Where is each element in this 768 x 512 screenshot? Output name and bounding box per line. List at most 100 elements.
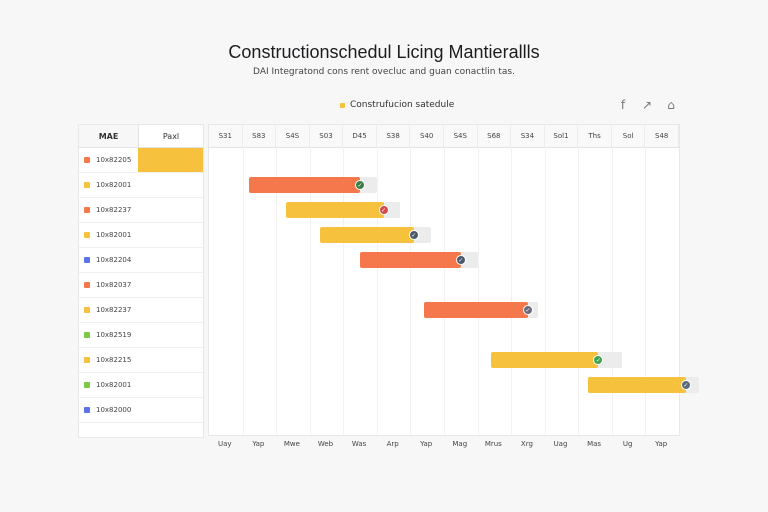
row-status-dot xyxy=(84,357,90,363)
table-row[interactable]: 10x82205 xyxy=(79,148,203,173)
row-id-cell: 10x82237 xyxy=(79,206,138,214)
share-icon[interactable]: ↗ xyxy=(641,98,653,112)
row-id-cell: 10x82204 xyxy=(79,256,138,264)
row-status-dot xyxy=(84,207,90,213)
row-status-dot xyxy=(84,232,90,238)
milestone-icon[interactable]: ✓ xyxy=(680,380,691,390)
row-progress-cell xyxy=(138,248,203,272)
gantt-bar[interactable] xyxy=(249,177,361,193)
row-status-dot xyxy=(84,407,90,413)
row-progress-cell xyxy=(138,173,203,197)
timeline-column-header[interactable]: S48 xyxy=(645,125,679,147)
row-progress-cell xyxy=(138,148,203,172)
milestone-icon[interactable]: ✓ xyxy=(522,305,533,315)
row-id-label: 10x82204 xyxy=(96,256,132,264)
table-row[interactable]: 10x82001 xyxy=(79,223,203,248)
axis-tick-label: Mag xyxy=(452,440,468,448)
axis-tick-label: Ug xyxy=(622,440,633,448)
gantt-bar[interactable] xyxy=(319,227,414,243)
table-row[interactable]: 10x82037 xyxy=(79,273,203,298)
milestone-icon[interactable]: ✓ xyxy=(355,180,366,190)
timeline-column-header[interactable]: S03 xyxy=(310,125,344,147)
row-status-dot xyxy=(84,157,90,163)
table-row[interactable]: 10x82237 xyxy=(79,298,203,323)
column-header-mae[interactable]: MAE xyxy=(79,125,139,147)
row-id-label: 10x82519 xyxy=(96,331,132,339)
grid-line xyxy=(242,147,244,435)
row-progress-cell xyxy=(138,223,203,247)
row-id-cell: 10x82001 xyxy=(79,181,138,189)
timeline-column-header[interactable]: S31 xyxy=(209,125,243,147)
table-row[interactable]: 10x82001 xyxy=(79,173,203,198)
table-row[interactable]: 10x82519 xyxy=(79,323,203,348)
row-id-cell: 10x82237 xyxy=(79,306,138,314)
axis-tick-label: Mrus xyxy=(484,440,502,448)
row-id-label: 10x82001 xyxy=(96,381,132,389)
grid-line xyxy=(511,147,513,435)
milestone-icon[interactable]: ✓ xyxy=(455,255,466,265)
timeline-column-header[interactable]: S40 xyxy=(410,125,444,147)
table-row[interactable]: 10x82237 xyxy=(79,198,203,223)
legend[interactable]: Construfucion satedule xyxy=(340,100,454,110)
axis-tick-label: Arp xyxy=(386,440,399,448)
facebook-icon[interactable]: f xyxy=(620,98,626,112)
milestone-icon[interactable]: ✓ xyxy=(408,230,419,240)
home-icon[interactable]: ⌂ xyxy=(667,98,675,112)
row-id-label: 10x82237 xyxy=(96,306,132,314)
table-row[interactable]: 10x82001 xyxy=(79,373,203,398)
timeline-column-header[interactable]: D45 xyxy=(343,125,377,147)
axis-tick-label: Yap xyxy=(655,440,668,448)
row-status-dot xyxy=(84,307,90,313)
row-id-label: 10x82215 xyxy=(96,356,132,364)
timeline-column-header[interactable]: Sol1 xyxy=(545,125,579,147)
gantt-bar[interactable] xyxy=(360,252,461,268)
grid-line xyxy=(376,147,378,435)
timeline-column-header[interactable]: S4S xyxy=(444,125,478,147)
grid-line xyxy=(276,147,278,435)
axis-tick-label: Uay xyxy=(218,440,232,448)
gantt-bar[interactable] xyxy=(423,302,528,318)
toolbar: f ↗ ⌂ xyxy=(616,98,678,112)
timeline-column-header[interactable]: S34 xyxy=(511,125,545,147)
milestone-icon[interactable]: ✓ xyxy=(593,355,604,365)
table-row[interactable]: 10x82215 xyxy=(79,348,203,373)
timeline-column-header[interactable]: S38 xyxy=(377,125,411,147)
milestone-icon[interactable]: ✓ xyxy=(378,205,389,215)
grid-line xyxy=(410,147,412,435)
row-status-dot xyxy=(84,257,90,263)
axis-tick-label: Xrg xyxy=(520,440,533,448)
timeline-column-header[interactable]: Sol xyxy=(612,125,646,147)
table-row[interactable]: 10x82204 xyxy=(79,248,203,273)
timeline-column-header[interactable]: S83 xyxy=(243,125,277,147)
axis-tick-label: Web xyxy=(317,440,334,448)
row-progress-cell xyxy=(138,273,203,297)
timeline-column-header[interactable]: S4S xyxy=(276,125,310,147)
gantt-chart: S31 S83 S4S S03 D45 S38 S40 S4S S68 S34 Sol1 Ths Sol… xyxy=(208,124,700,436)
timeline-column-header[interactable]: Ths xyxy=(578,125,612,147)
row-id-label: 10x82001 xyxy=(96,181,132,189)
table-row[interactable]: 10x82000 xyxy=(79,398,203,423)
row-id-cell: 10x82001 xyxy=(79,231,138,239)
row-status-dot xyxy=(84,282,90,288)
gantt-bar[interactable] xyxy=(491,352,599,368)
row-status-dot xyxy=(84,332,90,338)
row-progress-cell xyxy=(138,398,203,422)
row-id-label: 10x82237 xyxy=(96,206,132,214)
row-id-cell: 10x82215 xyxy=(79,356,138,364)
row-status-dot xyxy=(84,382,90,388)
row-status-dot xyxy=(84,182,90,188)
row-id-cell: 10x82001 xyxy=(79,381,138,389)
row-progress-cell xyxy=(138,298,203,322)
timeline-column-header[interactable]: S68 xyxy=(478,125,512,147)
grid-line xyxy=(309,147,311,435)
axis-tick-label: Mas xyxy=(587,440,602,448)
column-header-paxl[interactable]: Paxl xyxy=(162,131,180,141)
gantt-bar[interactable] xyxy=(286,202,384,218)
row-id-cell: 10x82205 xyxy=(79,156,138,164)
page-subtitle: DAI Integratond cons rent ovecluc and gu… xyxy=(253,67,515,77)
page-title: Constructionschedul Licing Mantierallls xyxy=(228,42,540,62)
row-id-cell: 10x82519 xyxy=(79,331,138,339)
gantt-bar[interactable] xyxy=(588,377,686,393)
row-progress-cell xyxy=(138,373,203,397)
